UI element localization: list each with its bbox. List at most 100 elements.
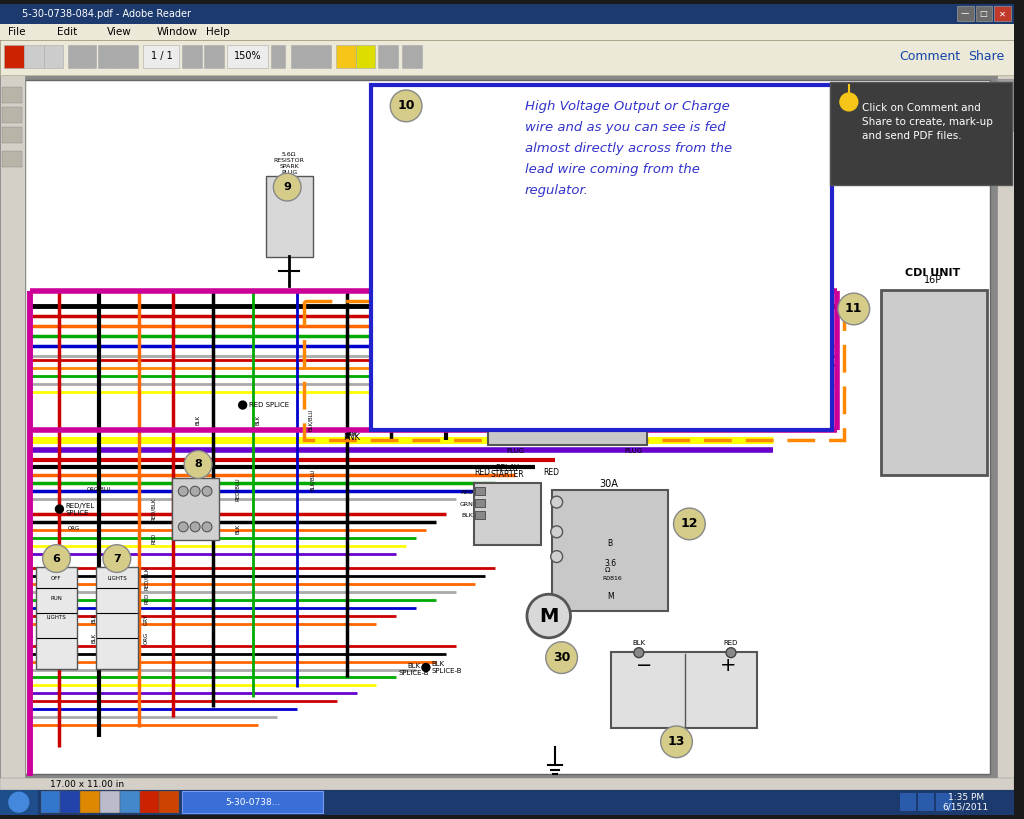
Text: 7: 7 <box>113 554 121 563</box>
FancyBboxPatch shape <box>266 176 313 257</box>
FancyBboxPatch shape <box>96 568 137 668</box>
Circle shape <box>422 396 430 404</box>
Circle shape <box>674 508 706 540</box>
Text: BLK
SPLICE-A: BLK SPLICE-A <box>432 394 463 406</box>
Text: Help: Help <box>206 27 229 37</box>
Text: Window: Window <box>157 27 198 37</box>
Text: 9: 9 <box>284 182 291 192</box>
Text: □: □ <box>980 9 987 18</box>
Text: RED: RED <box>144 592 150 604</box>
FancyBboxPatch shape <box>69 44 82 68</box>
Text: Ω: Ω <box>604 568 609 573</box>
Text: VLT: VLT <box>713 339 724 344</box>
Text: LIGHTS: LIGHTS <box>106 576 127 581</box>
Text: BLK: BLK <box>255 415 260 425</box>
Text: View: View <box>106 27 132 37</box>
Text: PNK: PNK <box>343 432 360 441</box>
Text: High Voltage Output or Charge
wire and as you can see is fed
almost directly acr: High Voltage Output or Charge wire and a… <box>525 100 732 197</box>
FancyBboxPatch shape <box>976 6 992 20</box>
Text: BLK/BLU: BLK/BLU <box>307 409 312 431</box>
FancyBboxPatch shape <box>311 44 331 68</box>
Text: (REVERSE): (REVERSE) <box>453 360 485 365</box>
FancyBboxPatch shape <box>0 778 1014 790</box>
Circle shape <box>450 187 473 211</box>
Text: PLUG: PLUG <box>625 309 643 315</box>
Text: RED/BLK: RED/BLK <box>151 497 156 521</box>
FancyBboxPatch shape <box>494 392 515 406</box>
Circle shape <box>178 522 188 532</box>
FancyBboxPatch shape <box>994 6 1012 20</box>
FancyBboxPatch shape <box>622 374 644 388</box>
Text: RED SPLICE: RED SPLICE <box>249 402 289 408</box>
Text: BLK: BLK <box>196 415 201 425</box>
Text: (SIGNAL(-)): (SIGNAL(-)) <box>646 387 681 392</box>
Circle shape <box>390 90 422 122</box>
Circle shape <box>551 550 562 563</box>
FancyBboxPatch shape <box>336 44 355 68</box>
Text: RED: RED <box>544 468 560 477</box>
Text: STARTER: STARTER <box>490 470 524 479</box>
Text: 5.5Ω
PR: 5.5Ω PR <box>442 118 458 129</box>
Text: 17.00 x 11.00 in: 17.00 x 11.00 in <box>49 780 124 789</box>
FancyBboxPatch shape <box>673 778 724 790</box>
Text: 1:35 PM
6/15/2011: 1:35 PM 6/15/2011 <box>943 793 989 812</box>
FancyBboxPatch shape <box>622 410 644 424</box>
Circle shape <box>840 93 858 111</box>
Circle shape <box>239 401 247 409</box>
Text: RED/BLK: RED/BLK <box>144 567 150 590</box>
Circle shape <box>9 792 29 812</box>
Text: BLK: BLK <box>91 613 96 623</box>
Text: RED/BLU: RED/BLU <box>236 477 241 501</box>
Circle shape <box>551 526 562 538</box>
FancyBboxPatch shape <box>60 791 80 813</box>
Circle shape <box>103 545 131 572</box>
FancyBboxPatch shape <box>881 290 986 475</box>
Text: ORG/WHT: ORG/WHT <box>649 331 680 336</box>
Text: Comment: Comment <box>899 50 961 63</box>
FancyBboxPatch shape <box>80 791 100 813</box>
Text: BLK: BLK <box>91 633 96 643</box>
Text: Click on Comment and
Share to create, mark-up
and send PDF files.: Click on Comment and Share to create, ma… <box>862 103 992 141</box>
FancyBboxPatch shape <box>402 44 422 68</box>
Text: BLK: BLK <box>236 524 241 534</box>
Text: 30: 30 <box>553 651 570 664</box>
Circle shape <box>422 663 430 672</box>
Circle shape <box>726 648 736 658</box>
Circle shape <box>202 522 212 532</box>
FancyBboxPatch shape <box>494 321 515 335</box>
FancyBboxPatch shape <box>182 791 323 813</box>
FancyBboxPatch shape <box>82 44 96 68</box>
Text: BLK
SPLICE-B: BLK SPLICE-B <box>398 663 429 676</box>
FancyBboxPatch shape <box>900 794 916 811</box>
FancyBboxPatch shape <box>494 374 515 388</box>
Text: BLU: BLU <box>713 351 725 355</box>
Text: PLUG: PLUG <box>615 305 633 311</box>
FancyBboxPatch shape <box>494 410 515 424</box>
Text: 5-30-0738...: 5-30-0738... <box>225 798 281 807</box>
FancyBboxPatch shape <box>0 24 1014 39</box>
FancyBboxPatch shape <box>919 794 934 811</box>
Text: WHT/BLU: WHT/BLU <box>649 317 678 322</box>
Text: ✕: ✕ <box>998 9 1006 18</box>
FancyBboxPatch shape <box>0 75 1014 778</box>
Text: (SIGNAL(+)): (SIGNAL(+)) <box>646 405 684 410</box>
Text: CDI UNIT: CDI UNIT <box>905 269 961 278</box>
FancyBboxPatch shape <box>2 87 22 103</box>
Text: (HV OUTPUT): (HV OUTPUT) <box>482 200 542 209</box>
Text: BLK: BLK <box>515 326 527 331</box>
FancyBboxPatch shape <box>0 39 1014 75</box>
Text: PLUG: PLUG <box>506 448 524 454</box>
FancyBboxPatch shape <box>622 321 644 335</box>
FancyBboxPatch shape <box>2 107 22 123</box>
Text: (NEUTRAL): (NEUTRAL) <box>452 342 485 347</box>
FancyBboxPatch shape <box>2 127 22 143</box>
Text: RED: RED <box>474 468 490 477</box>
Text: YEL: YEL <box>713 363 724 368</box>
Text: PLUG: PLUG <box>625 448 643 454</box>
Text: 5Ω: 5Ω <box>426 169 436 174</box>
Text: BLK: BLK <box>462 514 473 518</box>
FancyBboxPatch shape <box>204 44 224 68</box>
FancyBboxPatch shape <box>552 491 668 611</box>
FancyBboxPatch shape <box>4 44 24 68</box>
FancyBboxPatch shape <box>494 356 515 370</box>
